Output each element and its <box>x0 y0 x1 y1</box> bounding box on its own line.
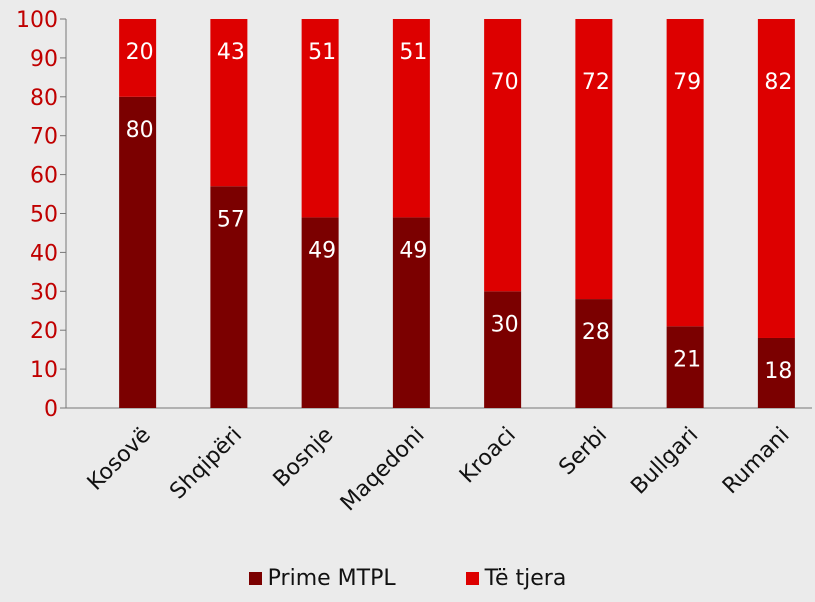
y-tick-label: 50 <box>30 203 58 228</box>
legend-item-te-tjera: Të tjera <box>465 566 567 591</box>
y-tick-label: 90 <box>30 47 58 72</box>
data-label: 70 <box>491 70 519 95</box>
legend-item-prime-mtpl: Prime MTPL <box>248 566 396 591</box>
x-tick-label: Kroaci <box>455 423 521 489</box>
legend: Prime MTPL Të tjera <box>0 566 815 591</box>
data-label: 80 <box>126 118 154 143</box>
data-label: 43 <box>217 40 245 65</box>
bar-te-tjera <box>575 19 613 300</box>
bar-prime-mtpl <box>392 217 430 408</box>
y-tick-label: 70 <box>30 125 58 150</box>
data-label: 21 <box>673 347 701 372</box>
y-tick-label: 40 <box>30 241 58 266</box>
x-tick-label: Shqipëri <box>165 423 247 505</box>
bar-prime-mtpl <box>301 217 339 408</box>
bar-te-tjera <box>301 19 339 218</box>
bar-prime-mtpl <box>575 299 613 408</box>
chart-svg: 0 10 20 30 40 50 60 70 80 90 100 80 20 Kosovë 57 43 Shqi… <box>16 8 812 517</box>
x-tick-label: Maqedoni <box>336 423 430 517</box>
y-tick-label: 0 <box>44 397 58 422</box>
y-tick-label: 30 <box>30 280 58 305</box>
x-tick-label: Kosovë <box>83 423 156 496</box>
x-tick-label: Serbi <box>554 423 612 481</box>
legend-swatch-prime-mtpl <box>248 572 262 585</box>
data-label: 57 <box>217 207 245 232</box>
y-tick-label: 10 <box>30 358 58 383</box>
y-tick-label: 80 <box>30 86 58 111</box>
bar-prime-mtpl <box>666 326 704 408</box>
bar-prime-mtpl <box>757 337 795 408</box>
data-label: 82 <box>764 70 792 95</box>
data-label: 51 <box>308 40 336 65</box>
bar-prime-mtpl <box>210 186 248 408</box>
data-label: 79 <box>673 70 701 95</box>
x-tick-label: Rumani <box>718 423 795 500</box>
bar-te-tjera <box>210 19 248 187</box>
y-tick-label: 60 <box>30 164 58 189</box>
data-label: 72 <box>582 70 610 95</box>
legend-swatch-te-tjera <box>465 572 479 585</box>
x-tick-label: Bosnje <box>269 423 339 493</box>
bar-prime-mtpl <box>119 96 157 409</box>
legend-label-te-tjera: Të tjera <box>484 566 567 591</box>
data-label: 49 <box>399 238 427 263</box>
legend-label-prime-mtpl: Prime MTPL <box>267 566 396 591</box>
data-label: 18 <box>764 359 792 384</box>
bar-te-tjera <box>119 19 157 97</box>
data-label: 20 <box>126 40 154 65</box>
bar-te-tjera <box>392 19 430 218</box>
bar-prime-mtpl <box>484 291 522 408</box>
data-label: 30 <box>491 312 519 337</box>
data-label: 51 <box>399 40 427 65</box>
data-label: 49 <box>308 238 336 263</box>
data-label: 28 <box>582 320 610 345</box>
bar-te-tjera <box>757 19 795 338</box>
y-tick-label: 100 <box>16 8 58 33</box>
bar-te-tjera <box>666 19 704 327</box>
bar-te-tjera <box>484 19 522 292</box>
x-tick-label: Bullgari <box>626 423 703 500</box>
y-tick-label: 20 <box>30 319 58 344</box>
